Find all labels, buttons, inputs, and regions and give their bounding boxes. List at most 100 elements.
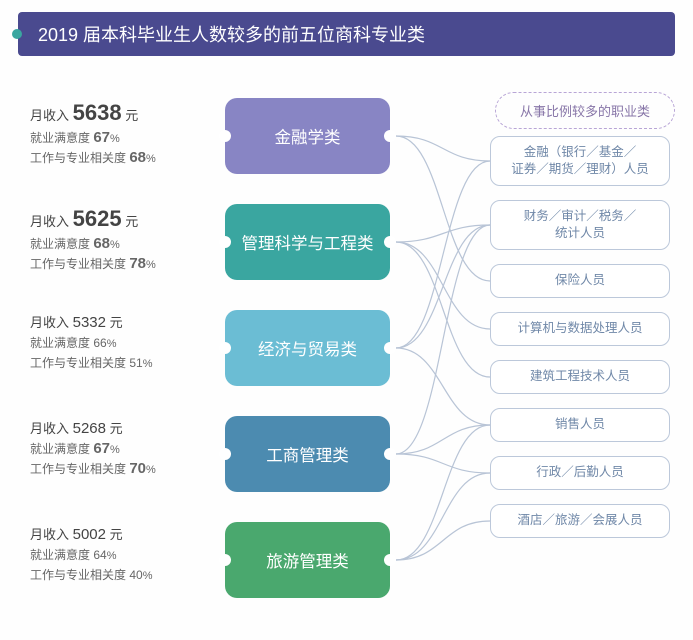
sat-value: 64: [93, 548, 106, 562]
pct-symbol: %: [143, 570, 153, 582]
income-value: 5332: [73, 314, 106, 331]
rel-prefix: 工作与专业相关度: [30, 257, 129, 271]
major-chip: 管理科学与工程类: [225, 204, 390, 280]
pct-symbol: %: [110, 444, 120, 456]
job-bubble: 保险人员: [490, 264, 670, 298]
stat-block: 月收入 5625 元就业满意度 68%工作与专业相关度 78%: [30, 206, 220, 272]
income-unit: 元: [106, 527, 123, 542]
income-prefix: 月收入: [30, 527, 73, 542]
major-name: 旅游管理类: [266, 548, 349, 572]
job-text: 计算机与数据处理人员: [517, 320, 642, 338]
income-line: 月收入 5002 元: [30, 524, 220, 543]
edge-line: [396, 425, 490, 560]
job-text: 销售人员: [555, 416, 605, 434]
rel-prefix: 工作与专业相关度: [30, 151, 129, 165]
rel-value: 51: [129, 356, 142, 370]
sat-value: 67: [93, 129, 110, 146]
job-bubble: 建筑工程技术人员: [490, 360, 670, 394]
income-prefix: 月收入: [30, 421, 73, 436]
job-text: 酒店／旅游／会展人员: [517, 512, 642, 530]
edge-line: [396, 225, 490, 348]
job-text: 金融（银行／基金／证券／期货／理财）人员: [511, 144, 649, 179]
rel-prefix: 工作与专业相关度: [30, 568, 129, 582]
major-chip: 旅游管理类: [225, 522, 390, 598]
job-bubble: 行政／后勤人员: [490, 456, 670, 490]
pct-symbol: %: [107, 338, 117, 350]
rel-value: 78: [129, 255, 146, 272]
stat-block: 月收入 5638 元就业满意度 67% 工作与专业相关度 68%: [30, 100, 220, 166]
income-prefix: 月收入: [30, 214, 73, 229]
stat-block: 月收入 5332 元就业满意度 66%工作与专业相关度 51%: [30, 312, 220, 371]
income-line: 月收入 5268 元: [30, 418, 220, 437]
income-value: 5638: [73, 100, 122, 125]
edge-line: [396, 242, 490, 329]
sat-value: 66: [93, 336, 106, 350]
job-text: 保险人员: [555, 272, 605, 290]
sat-prefix: 就业满意度: [30, 237, 93, 251]
pct-symbol: %: [143, 358, 153, 370]
income-value: 5625: [73, 206, 122, 231]
sat-prefix: 就业满意度: [30, 548, 93, 562]
satisfaction-line: 就业满意度 67%: [30, 440, 220, 457]
income-line: 月收入 5638 元: [30, 100, 220, 126]
stat-block: 月收入 5002 元就业满意度 64%工作与专业相关度 40%: [30, 524, 220, 583]
income-prefix: 月收入: [30, 108, 73, 123]
income-unit: 元: [122, 214, 139, 229]
sat-value: 67: [93, 440, 110, 457]
pct-symbol: %: [146, 153, 156, 165]
major-name: 工商管理类: [266, 442, 349, 466]
header-bar: 2019 届本科毕业生人数较多的前五位商科专业类: [18, 12, 675, 56]
relevance-line: 工作与专业相关度 70%: [30, 460, 220, 477]
major-chip: 金融学类: [225, 98, 390, 174]
edge-line: [396, 136, 490, 161]
header-dot-icon: [12, 29, 22, 39]
edge-line: [396, 454, 490, 473]
satisfaction-line: 就业满意度 66%: [30, 334, 220, 351]
income-unit: 元: [106, 421, 123, 436]
jobs-header-bubble: 从事比例较多的职业类: [495, 92, 675, 129]
edge-line: [396, 473, 490, 560]
job-bubble: 计算机与数据处理人员: [490, 312, 670, 346]
job-bubble: 酒店／旅游／会展人员: [490, 504, 670, 538]
job-bubble: 销售人员: [490, 408, 670, 442]
job-text: 财务／审计／税务／统计人员: [524, 208, 637, 243]
major-chip: 工商管理类: [225, 416, 390, 492]
relevance-line: 工作与专业相关度 51%: [30, 354, 220, 371]
sat-prefix: 就业满意度: [30, 336, 93, 350]
edge-line: [396, 242, 490, 377]
edge-line: [396, 225, 490, 242]
pct-symbol: %: [146, 259, 156, 271]
sat-prefix: 就业满意度: [30, 442, 93, 456]
major-name: 经济与贸易类: [258, 336, 357, 360]
satisfaction-line: 就业满意度 64%: [30, 546, 220, 563]
pct-symbol: %: [146, 464, 156, 476]
jobs-header-text: 从事比例较多的职业类: [520, 104, 650, 119]
satisfaction-line: 就业满意度 67%: [30, 129, 220, 146]
income-unit: 元: [106, 315, 123, 330]
pct-symbol: %: [107, 550, 117, 562]
edge-line: [396, 521, 490, 560]
income-line: 月收入 5625 元: [30, 206, 220, 232]
rel-value: 70: [129, 460, 146, 477]
income-line: 月收入 5332 元: [30, 312, 220, 331]
major-chip: 经济与贸易类: [225, 310, 390, 386]
rel-value: 40: [129, 568, 142, 582]
edge-line: [396, 425, 490, 454]
sat-value: 68: [93, 235, 110, 252]
relevance-line: 工作与专业相关度 78%: [30, 255, 220, 272]
satisfaction-line: 就业满意度 68%: [30, 235, 220, 252]
relevance-line: 工作与专业相关度 40%: [30, 566, 220, 583]
major-name: 金融学类: [275, 124, 341, 148]
job-text: 建筑工程技术人员: [530, 368, 630, 386]
income-unit: 元: [122, 108, 139, 123]
rel-prefix: 工作与专业相关度: [30, 462, 129, 476]
job-bubble: 财务／审计／税务／统计人员: [490, 200, 670, 250]
income-prefix: 月收入: [30, 315, 73, 330]
income-value: 5268: [73, 420, 106, 437]
pct-symbol: %: [110, 239, 120, 251]
pct-symbol: %: [110, 133, 120, 145]
job-bubble: 金融（银行／基金／证券／期货／理财）人员: [490, 136, 670, 186]
relevance-line: 工作与专业相关度 68%: [30, 149, 220, 166]
stat-block: 月收入 5268 元就业满意度 67%工作与专业相关度 70%: [30, 418, 220, 477]
header-title: 2019 届本科毕业生人数较多的前五位商科专业类: [38, 21, 425, 47]
